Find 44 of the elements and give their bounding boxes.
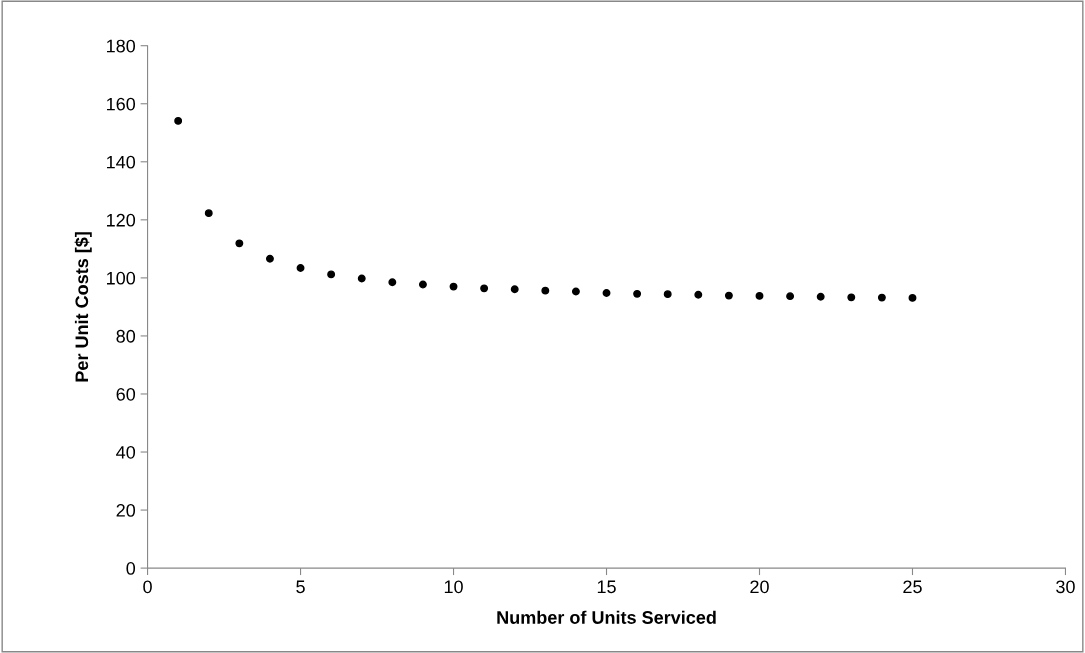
y-tick-label: 0: [126, 562, 136, 575]
y-tick-label: 120: [107, 213, 136, 227]
y-axis-title: Per Unit Costs [$]: [74, 232, 92, 382]
point: [847, 293, 856, 302]
x-axis-title: Number of Units Serviced: [497, 610, 716, 624]
y-tick-label: 40: [116, 445, 136, 459]
x-tick-label: 0: [143, 580, 152, 594]
y-tick-label: 60: [116, 387, 136, 401]
point: [602, 289, 611, 297]
y-tick-label: 100: [107, 271, 136, 285]
point: [877, 293, 886, 302]
point: [174, 116, 183, 125]
point: [694, 290, 703, 299]
point: [327, 270, 336, 279]
point: [480, 284, 489, 293]
x-tick-label: 20: [750, 580, 769, 594]
y-tick-label: 80: [116, 329, 136, 343]
point: [571, 287, 580, 296]
point: [357, 274, 366, 283]
point: [663, 290, 672, 299]
point: [449, 282, 458, 291]
point: [296, 264, 305, 272]
x-tick-label: 10: [444, 580, 463, 594]
point: [265, 254, 274, 263]
y-tick-label: 180: [107, 39, 136, 53]
point: [786, 292, 795, 301]
x-tick-label: 30: [1056, 580, 1075, 594]
x-tick-label: 25: [903, 580, 922, 594]
point: [724, 291, 733, 300]
x-tick-label: 5: [296, 580, 305, 594]
point: [235, 239, 244, 248]
point: [816, 292, 825, 301]
point: [541, 286, 550, 295]
point: [633, 289, 642, 298]
y-tick-label: 140: [107, 155, 136, 169]
point: [755, 291, 764, 300]
y-tick-label: 160: [107, 97, 136, 111]
point: [510, 285, 519, 294]
y-tick-label: 20: [116, 504, 136, 517]
point: [908, 293, 917, 302]
point: [418, 280, 427, 289]
point: [204, 209, 213, 218]
x-tick-label: 15: [597, 580, 616, 594]
point: [388, 278, 397, 287]
